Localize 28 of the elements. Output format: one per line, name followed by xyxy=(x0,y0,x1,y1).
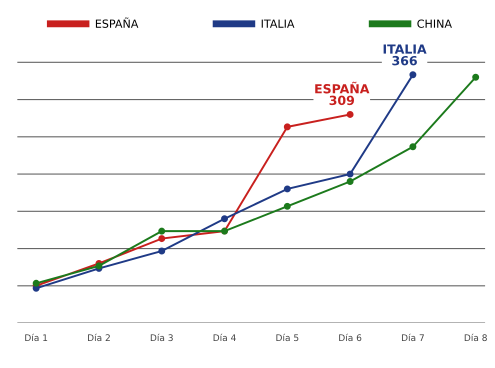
point xyxy=(346,111,354,118)
annotation: ESPAÑA 309 xyxy=(315,82,370,106)
x-tick-label: Día 3 xyxy=(150,334,173,342)
point xyxy=(158,248,166,254)
point xyxy=(158,235,166,242)
point xyxy=(409,71,416,78)
point xyxy=(221,215,228,222)
x-tick-label: Día 8 xyxy=(464,334,487,342)
point xyxy=(409,143,416,150)
point xyxy=(95,262,102,270)
point xyxy=(284,123,291,130)
point xyxy=(284,202,291,210)
x-tick-label: Día 6 xyxy=(339,334,362,342)
point xyxy=(346,170,354,178)
legend-label: ESPAÑA xyxy=(96,17,138,28)
legend-label: CHINA xyxy=(417,19,452,28)
point xyxy=(472,74,480,81)
x-tick-label: Día 7 xyxy=(402,334,424,342)
point xyxy=(158,228,166,235)
x-tick-label: Día 2 xyxy=(88,334,110,342)
legend-label: ITALIA xyxy=(262,20,294,28)
point xyxy=(284,185,291,192)
x-tick-label: Día 4 xyxy=(214,334,236,342)
point xyxy=(32,280,40,287)
x-tick-label: Día 5 xyxy=(276,334,298,342)
point xyxy=(346,178,354,185)
x-tick-label: Día 1 xyxy=(25,334,48,342)
text: ITALIA 366 xyxy=(384,44,427,66)
